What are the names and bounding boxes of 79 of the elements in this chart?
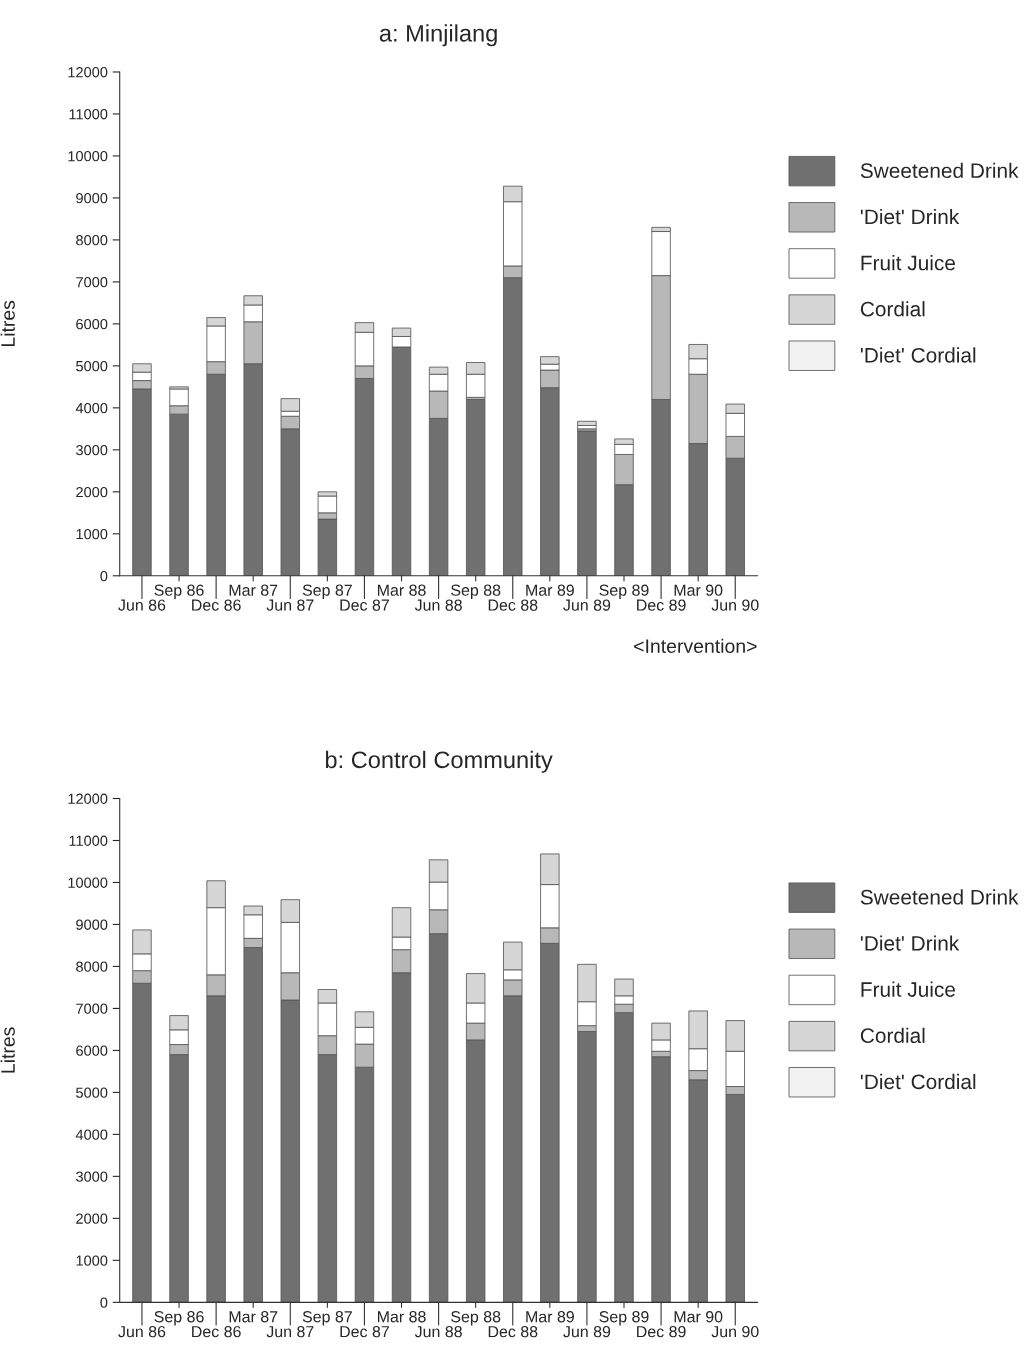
x-tick-label: Dec 88 (488, 599, 538, 611)
y-tick-label: 10000 (68, 151, 108, 162)
x-tick-label: Jun 89 (563, 599, 611, 611)
legend-label: 'Diet' Drink (860, 935, 960, 951)
legend-label: Fruit Juice (861, 981, 955, 997)
y-axis-title: Litres (0, 1027, 15, 1073)
y-tick-label: 5000 (76, 1087, 108, 1098)
x-tick-label: Jun 86 (118, 599, 166, 611)
legend-label: Cordial (860, 301, 925, 317)
legend-label: Sweetened Drink (860, 162, 1019, 179)
y-tick-label: 0 (100, 1297, 108, 1308)
x-tick-label: Sep 86 (154, 584, 204, 600)
chart-title: a: Minjilang (379, 24, 497, 47)
bar (651, 1056, 671, 1303)
x-tick-label: Dec 89 (637, 1325, 686, 1338)
y-tick-label: 12000 (68, 67, 108, 78)
y-tick-label: 1000 (76, 528, 108, 540)
legend-label: 'Diet' Cordial (860, 1073, 976, 1090)
x-tick-label: Mar 87 (229, 584, 278, 596)
x-tick-label: Mar 88 (377, 584, 426, 596)
x-tick-label: Jun 88 (414, 599, 462, 611)
y-tick-label: 6000 (76, 318, 108, 330)
y-axis-title: Litres (0, 300, 15, 347)
y-tick-label: 0 (100, 570, 108, 582)
x-tick-label: Jun 88 (414, 1325, 462, 1338)
x-tick-label: Dec 86 (192, 599, 241, 611)
y-tick-label: 8000 (76, 961, 108, 972)
x-tick-label: Dec 87 (340, 599, 389, 611)
legend-label: Cordial (860, 1027, 925, 1044)
x-tick-label: Mar 87 (229, 1311, 278, 1323)
x-tick-label: Dec 87 (340, 1325, 389, 1338)
x-tick-label: Mar 89 (526, 584, 574, 596)
y-tick-label: 6000 (76, 1045, 108, 1056)
y-tick-label: 11000 (69, 109, 108, 120)
y-tick-label: 10000 (68, 877, 108, 888)
x-tick-label: Dec 86 (192, 1325, 241, 1338)
x-tick-label: Dec 89 (637, 599, 686, 611)
y-tick-label: 5000 (76, 360, 108, 372)
x-tick-label: Jun 86 (118, 1325, 166, 1338)
y-tick-label: 8000 (76, 235, 108, 246)
legend-label: Fruit Juice (861, 255, 955, 271)
x-tick-label: Sep 86 (154, 1311, 204, 1326)
y-tick-label: 4000 (75, 1129, 108, 1140)
x-tick-label: Sep 88 (451, 1311, 501, 1326)
x-tick-label: Mar 90 (674, 584, 723, 596)
x-tick-label: Jun 87 (266, 1325, 314, 1338)
chart-title: b: Control Community (325, 750, 553, 773)
bar (577, 420, 597, 426)
x-tick-label: Jun 89 (563, 1325, 611, 1338)
y-tick-label: 2000 (76, 486, 108, 498)
text: <Intervention> (634, 638, 757, 654)
y-tick-label: 9000 (76, 919, 108, 930)
y-tick-label: 7000 (76, 277, 108, 288)
x-tick-label: Mar 88 (377, 1311, 426, 1323)
bar (577, 430, 597, 576)
y-tick-label: 4000 (75, 402, 108, 414)
y-tick-label: 7000 (76, 1003, 108, 1014)
y-tick-label: 1000 (76, 1255, 108, 1266)
y-tick-label: 9000 (76, 193, 108, 204)
y-tick-label: 11000 (69, 835, 108, 846)
legend-label: Sweetened Drink (860, 889, 1019, 905)
x-tick-label: Jun 87 (266, 599, 314, 611)
y-tick-label: 3000 (76, 1171, 108, 1182)
legend-label: 'Diet' Cordial (860, 347, 976, 363)
x-tick-label: Sep 87 (302, 584, 352, 600)
x-tick-label: Mar 90 (674, 1311, 723, 1323)
legend-label: 'Diet' Drink (860, 208, 960, 225)
y-tick-label: 2000 (76, 1213, 108, 1224)
x-tick-label: Sep 87 (302, 1311, 352, 1326)
x-tick-label: Sep 89 (599, 584, 649, 600)
y-tick-label: 12000 (68, 793, 108, 804)
x-tick-label: Dec 88 (488, 1325, 538, 1338)
x-tick-label: Mar 89 (526, 1311, 574, 1323)
x-tick-label: Jun 90 (711, 599, 759, 611)
bar (465, 399, 486, 576)
x-tick-label: Jun 90 (711, 1325, 759, 1338)
y-tick-label: 3000 (76, 444, 108, 456)
x-tick-label: Sep 89 (599, 1311, 649, 1326)
x-tick-label: Sep 88 (451, 584, 501, 600)
